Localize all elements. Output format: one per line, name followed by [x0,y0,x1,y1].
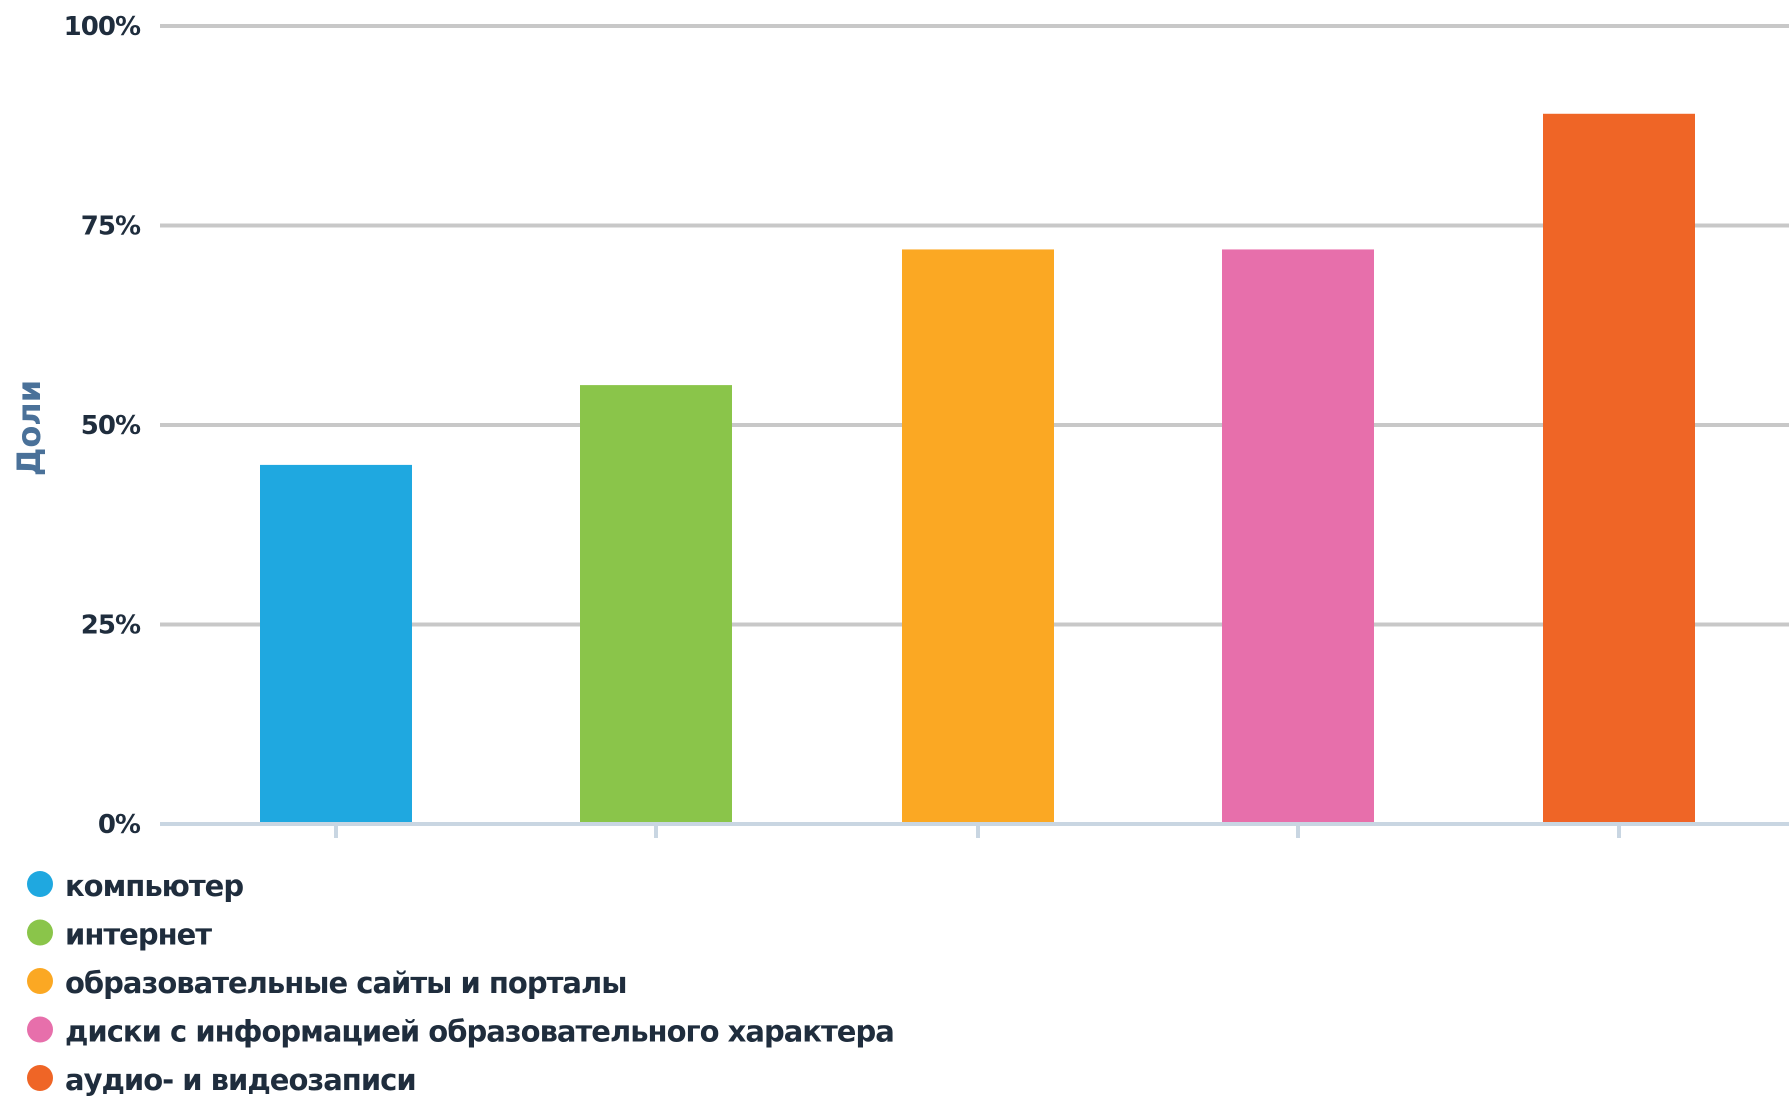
bars [260,113,1695,824]
legend-label: образовательные сайты и порталы [65,966,626,1000]
y-axis-title: Доли [10,380,48,476]
legend-item[interactable]: диски с информацией образовательного хар… [27,1015,895,1049]
bar [1222,249,1374,824]
legend-marker [27,871,53,897]
y-tick-label: 50% [81,411,141,441]
x-axis [160,822,1789,838]
legend-item[interactable]: образовательные сайты и порталы [27,966,627,1000]
legend-item[interactable]: компьютер [27,869,244,903]
legend-item[interactable]: интернет [27,918,213,952]
bar [580,385,732,824]
legend-label: аудио- и видеозаписи [65,1063,416,1097]
y-tick-label: 100% [64,12,141,42]
legend-marker [27,919,53,946]
legend-marker [27,968,53,994]
y-tick-label: 0% [98,810,141,840]
y-tick-label: 75% [81,212,141,242]
bar [260,464,412,824]
legend-label: компьютер [65,869,243,903]
legend: компьютер интернет образовательные сайты и… [27,869,895,1097]
legend-label: диски с информацией образовательного хар… [65,1015,894,1049]
legend-marker [27,1016,53,1043]
legend-label: интернет [65,918,212,952]
legend-item[interactable]: аудио- и видеозаписи [27,1063,417,1097]
y-tick-label: 25% [81,611,141,641]
bar [1543,113,1695,824]
y-axis-ticks: 0% 25% 50% 75% 100% [64,12,142,840]
legend-marker [27,1065,53,1091]
bar [902,249,1054,824]
